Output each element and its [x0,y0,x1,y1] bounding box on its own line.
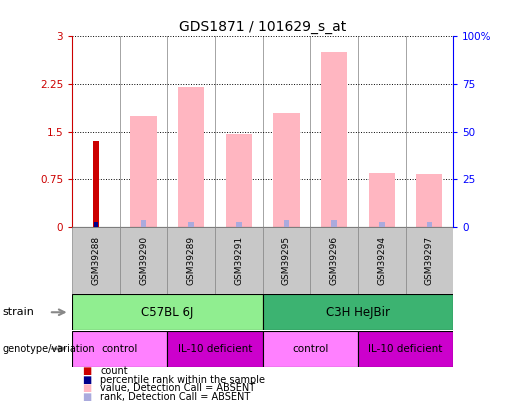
Bar [263,294,453,330]
Text: count: count [100,367,128,376]
Text: GSM39295: GSM39295 [282,236,291,285]
Bar [93,222,99,227]
Bar [119,227,167,294]
Text: genotype/variation: genotype/variation [3,344,95,354]
Bar [167,227,215,294]
Text: GSM39290: GSM39290 [139,236,148,285]
Bar [405,227,453,294]
Bar [426,222,432,227]
Text: GSM39288: GSM39288 [92,236,100,285]
Bar [263,331,358,367]
Text: GSM39291: GSM39291 [234,236,243,285]
Text: C57BL 6J: C57BL 6J [141,306,194,319]
Text: control: control [101,344,138,354]
Bar [93,141,99,227]
Bar [358,331,453,367]
Text: GSM39294: GSM39294 [377,236,386,285]
Text: ■: ■ [82,367,92,376]
Text: IL-10 deficient: IL-10 deficient [178,344,252,354]
Bar [130,116,157,227]
Bar [94,222,97,227]
Bar [178,87,204,227]
Bar [141,220,146,227]
Bar [226,134,252,227]
Text: GSM39289: GSM39289 [187,236,196,285]
Text: percentile rank within the sample: percentile rank within the sample [100,375,265,385]
Text: GSM39296: GSM39296 [330,236,338,285]
Bar [358,227,405,294]
Bar [188,222,194,227]
Bar [72,227,119,294]
Bar [72,331,167,367]
Text: control: control [292,344,329,354]
Text: value, Detection Call = ABSENT: value, Detection Call = ABSENT [100,384,255,393]
Text: ■: ■ [82,375,92,385]
Bar [416,174,442,227]
Title: GDS1871 / 101629_s_at: GDS1871 / 101629_s_at [179,20,346,34]
Text: C3H HeJBir: C3H HeJBir [326,306,390,319]
Bar [284,220,289,227]
Bar [167,331,263,367]
Text: strain: strain [3,307,35,317]
Bar [379,222,385,227]
Bar [310,227,358,294]
Bar [273,113,300,227]
Text: ■: ■ [82,384,92,393]
Bar [321,52,347,227]
Text: IL-10 deficient: IL-10 deficient [368,344,443,354]
Bar [215,227,263,294]
Bar [236,222,242,227]
Bar [369,173,395,227]
Bar [263,227,310,294]
Text: ■: ■ [82,392,92,402]
Bar [331,220,337,227]
Text: rank, Detection Call = ABSENT: rank, Detection Call = ABSENT [100,392,251,402]
Bar [72,294,263,330]
Text: GSM39297: GSM39297 [425,236,434,285]
